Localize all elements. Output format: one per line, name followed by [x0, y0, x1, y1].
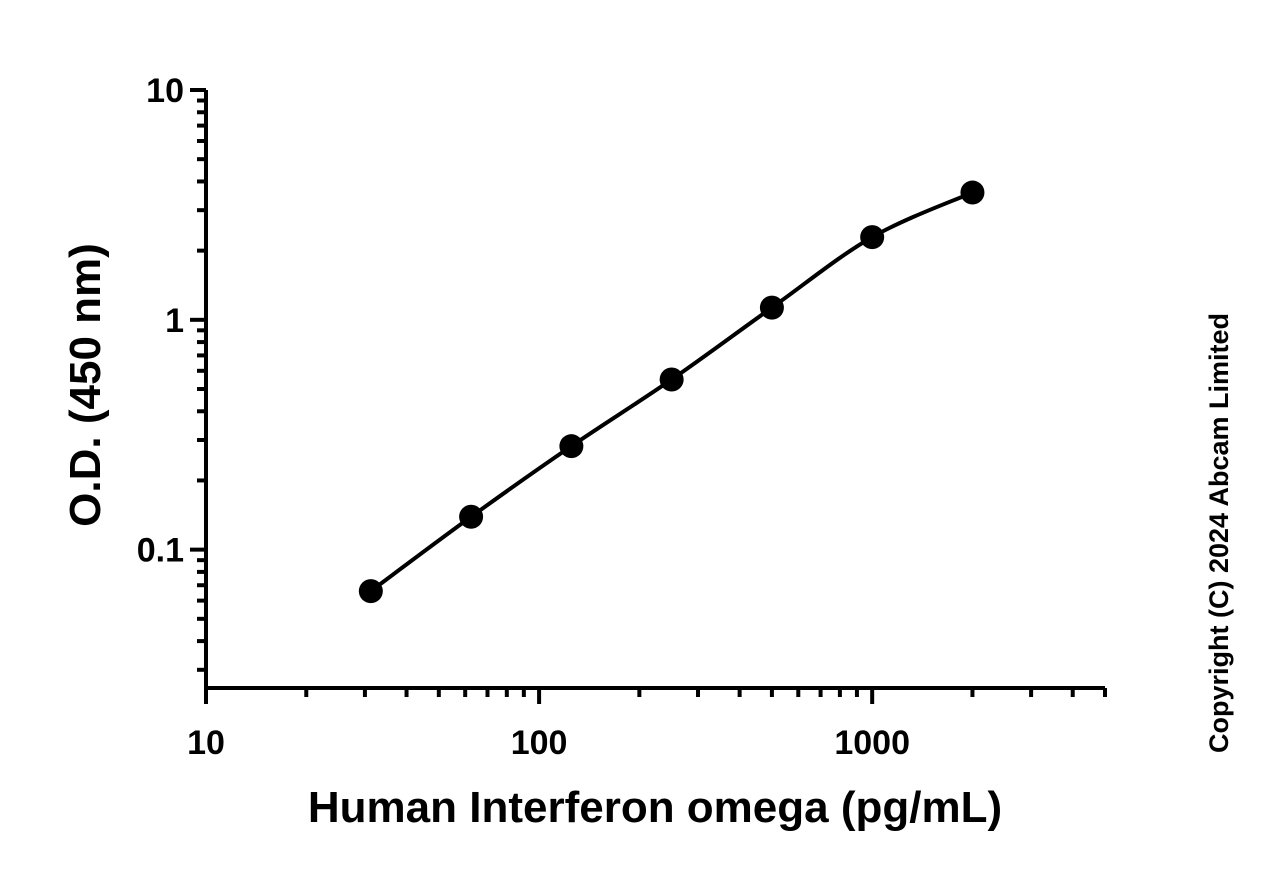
- data-point: [759, 295, 784, 320]
- data-point: [559, 434, 584, 459]
- y-axis-label: O.D. (450 nm): [61, 243, 110, 527]
- x-tick-label: 1000: [834, 724, 910, 762]
- y-tick-label: 10: [146, 72, 184, 110]
- data-point: [358, 579, 383, 604]
- x-tick-label: 10: [187, 724, 225, 762]
- copyright-annotation: Copyright (C) 2024 Abcam Limited: [1204, 313, 1234, 753]
- x-axis-label: Human Interferon omega (pg/mL): [308, 783, 1002, 832]
- data-point: [960, 180, 985, 205]
- axes: [190, 88, 1107, 704]
- data-point: [860, 225, 885, 250]
- data-point: [659, 367, 684, 392]
- x-tick-label: 100: [511, 724, 568, 762]
- data-point: [459, 504, 484, 529]
- tick-labels: 0.1 1 10 10 100 1000: [137, 72, 910, 762]
- y-tick-label: 0.1: [137, 532, 184, 570]
- data-points: [358, 180, 985, 604]
- fit-curve: [369, 190, 974, 593]
- y-tick-label: 1: [165, 302, 184, 340]
